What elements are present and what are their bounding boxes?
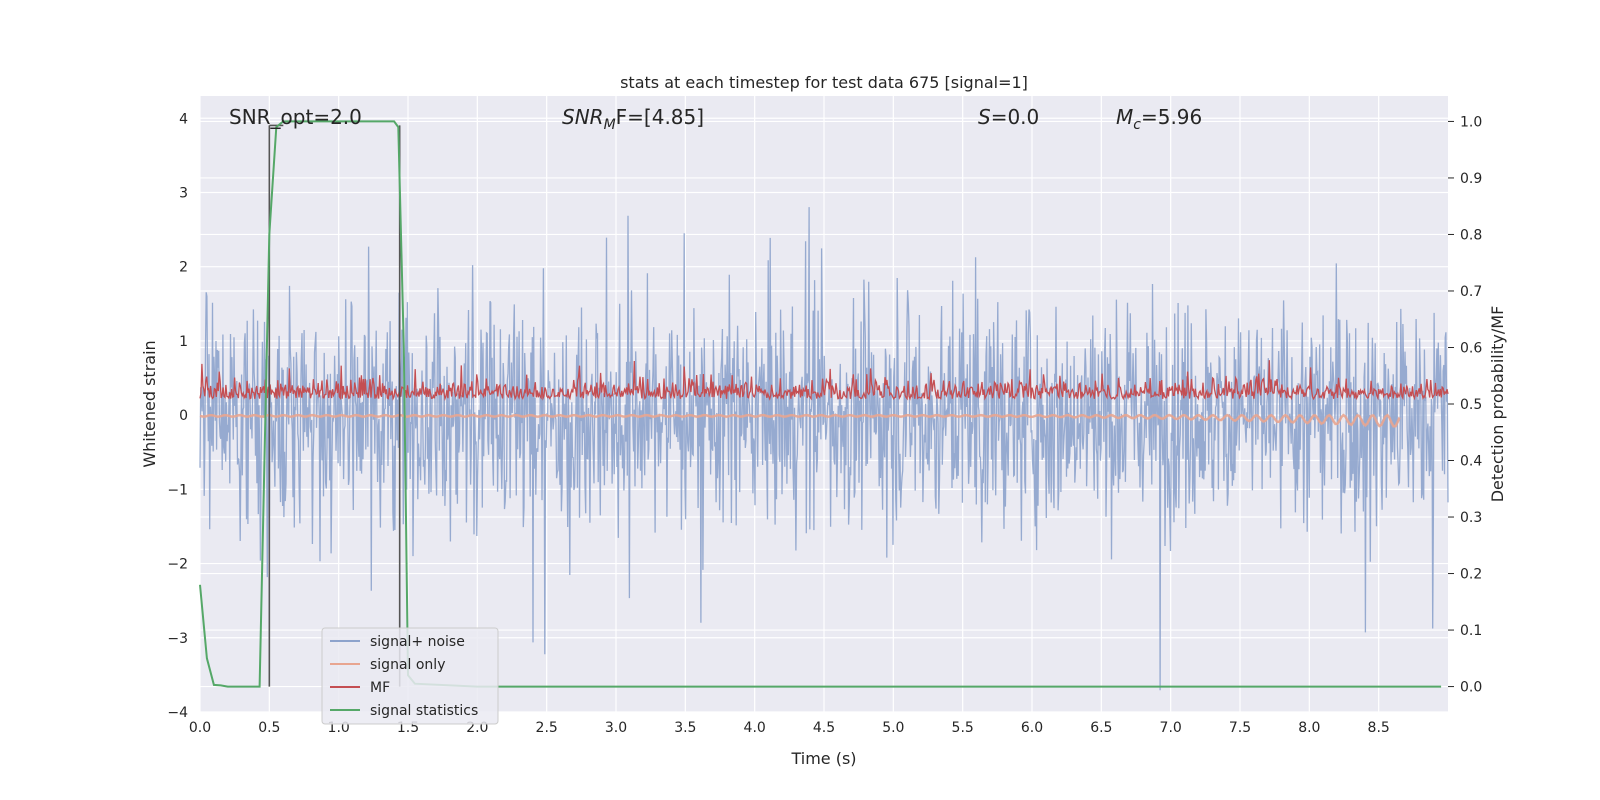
y-tick-label-left: 3 xyxy=(179,185,188,201)
y-tick-label-right: 0.5 xyxy=(1460,397,1482,413)
x-tick-label: 0.5 xyxy=(258,720,280,736)
annotation-snr-mf: SNRMF=[4.85] xyxy=(562,105,704,133)
y-tick-label-left: 4 xyxy=(179,111,188,127)
snr-mf-sub: M xyxy=(604,117,616,133)
y-tick-label-left: 2 xyxy=(179,260,188,276)
axis-ticks: 0.0 0.5 1.0 1.5 2.0 2.5 3.0 3.5 4.0 4.5 5.0 5.5 6.0 6… xyxy=(167,111,1482,736)
y-tick-label-left: −2 xyxy=(167,557,188,573)
y-tick-label-right: 0.7 xyxy=(1460,284,1482,300)
legend-label-signal-statistics: signal statistics xyxy=(370,703,478,719)
y-tick-label-left: −4 xyxy=(167,705,188,721)
y-tick-label-left: −1 xyxy=(167,482,188,498)
mc-sub: c xyxy=(1133,117,1141,133)
mc-rest: =5.96 xyxy=(1141,105,1202,129)
y-tick-label-right: 0.4 xyxy=(1460,454,1482,470)
y-tick-label-left: −3 xyxy=(167,631,188,647)
x-tick-label: 6.5 xyxy=(1090,720,1112,736)
y-axis-label-left: Whitened strain xyxy=(140,340,159,467)
x-tick-label: 0.0 xyxy=(189,720,211,736)
legend-label-mf: MF xyxy=(370,680,390,696)
signal-statistics-line xyxy=(199,120,1442,688)
mf-series xyxy=(199,360,1449,402)
y-tick-label-right: 0.6 xyxy=(1460,340,1482,356)
mf-line xyxy=(199,360,1449,402)
snr-mf-main: SNR xyxy=(562,105,604,129)
x-tick-label: 3.0 xyxy=(605,720,627,736)
annotation-s: S=0.0 xyxy=(978,105,1039,129)
legend-box xyxy=(321,627,499,725)
s-main: S xyxy=(978,105,991,129)
x-tick-label: 4.0 xyxy=(744,720,766,736)
y-axis-label-right: Detection probability/MF xyxy=(1488,306,1507,503)
y-tick-label-left: 0 xyxy=(179,408,188,424)
x-tick-label: 6.0 xyxy=(1021,720,1043,736)
y-tick-label-right: 0.1 xyxy=(1460,623,1482,639)
legend-label-signal-only: signal only xyxy=(370,657,445,673)
x-tick-label: 5.0 xyxy=(882,720,904,736)
y-tick-label-right: 0.0 xyxy=(1460,680,1482,696)
x-tick-label: 7.5 xyxy=(1229,720,1251,736)
x-tick-label: 7.0 xyxy=(1160,720,1182,736)
signal-statistics-series xyxy=(199,120,1442,688)
y-tick-label-right: 0.2 xyxy=(1460,567,1482,583)
x-axis-label: Time (s) xyxy=(790,749,856,768)
annotation-mc: Mc=5.96 xyxy=(1116,105,1202,133)
y-tick-label-right: 1.0 xyxy=(1460,114,1482,130)
annotation-snr-opt: SNR_opt=2.0 xyxy=(229,105,362,129)
x-tick-label: 3.5 xyxy=(674,720,696,736)
x-tick-label: 4.5 xyxy=(813,720,835,736)
mc-main: M xyxy=(1116,105,1133,129)
y-tick-label-right: 0.3 xyxy=(1460,510,1482,526)
chart-title: stats at each timestep for test data 675… xyxy=(620,73,1028,92)
s-rest: =0.0 xyxy=(991,105,1040,129)
y-tick-label-left: 1 xyxy=(179,334,188,350)
x-tick-label: 2.5 xyxy=(536,720,558,736)
legend-label-signal-noise: signal+ noise xyxy=(370,634,465,650)
y-tick-label-right: 0.9 xyxy=(1460,171,1482,187)
x-tick-label: 8.5 xyxy=(1368,720,1390,736)
y-tick-label-right: 0.8 xyxy=(1460,227,1482,243)
legend: signal+ noise signal only MF signal stat… xyxy=(321,627,499,725)
x-tick-label: 8.0 xyxy=(1298,720,1320,736)
x-tick-label: 5.5 xyxy=(952,720,974,736)
snr-mf-rest: F=[4.85] xyxy=(616,105,704,129)
